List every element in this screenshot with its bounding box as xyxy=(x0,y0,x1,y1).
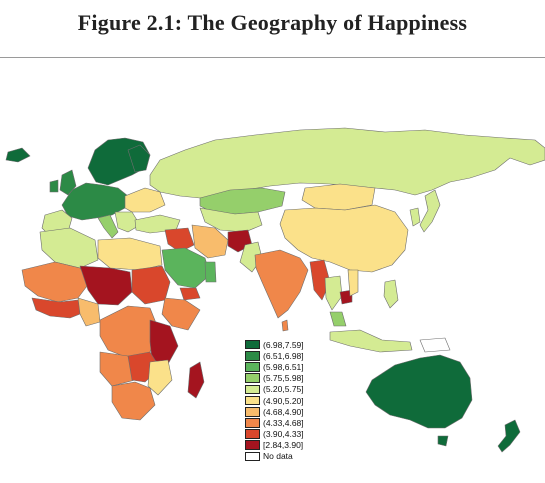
legend-item: (4.68,4.90] xyxy=(245,406,325,417)
legend-swatch xyxy=(245,429,260,439)
title-rule xyxy=(0,57,545,58)
region-finland xyxy=(127,144,151,173)
region-north-africa-east xyxy=(97,237,163,271)
region-indonesia xyxy=(329,329,413,353)
region-mongolia xyxy=(301,183,376,211)
region-west-africa-coast xyxy=(31,297,86,319)
region-horn-of-africa xyxy=(161,297,201,331)
region-india xyxy=(254,249,309,319)
legend-swatch xyxy=(245,362,260,372)
legend-item: (5.98,6.51] xyxy=(245,361,325,372)
legend-label: (6.98,7.59] xyxy=(263,339,304,350)
region-vietnam xyxy=(347,269,359,297)
legend-item: (5.20,5.75] xyxy=(245,384,325,395)
region-eastern-europe xyxy=(124,187,166,213)
region-yemen xyxy=(179,287,201,301)
legend-label: (5.20,5.75] xyxy=(263,384,304,395)
legend-label: No data xyxy=(263,451,293,462)
region-sahel-west xyxy=(21,261,91,303)
legend-swatch xyxy=(245,406,260,417)
region-china xyxy=(279,204,409,273)
region-iraq-syria xyxy=(164,227,195,253)
region-mozambique xyxy=(147,359,173,396)
region-uk xyxy=(59,169,77,196)
region-madagascar xyxy=(187,361,205,399)
region-balkans xyxy=(114,211,141,233)
region-italy xyxy=(97,214,119,239)
region-japan xyxy=(419,189,441,233)
legend-swatch xyxy=(245,373,260,383)
region-nigeria xyxy=(77,297,101,327)
legend-item: (3.90,4.33] xyxy=(245,429,325,440)
region-malaysia xyxy=(329,311,347,327)
region-australia xyxy=(365,354,473,429)
legend-item: (4.90,5.20] xyxy=(245,395,325,406)
map-legend: (6.98,7.59] (6.51,6.98] (5.98,6.51] (5.75,5… xyxy=(245,339,325,462)
region-car-drc xyxy=(99,305,159,359)
legend-label: (3.90,4.33] xyxy=(263,429,304,440)
region-southern-africa xyxy=(111,381,156,421)
region-iran xyxy=(191,224,229,259)
region-thailand xyxy=(324,275,343,311)
region-central-asia xyxy=(199,207,263,233)
region-iceland xyxy=(5,147,31,163)
legend-label: [2.84,3.90] xyxy=(263,440,304,451)
region-tasmania xyxy=(437,435,449,447)
world-choropleth-map xyxy=(5,127,545,453)
legend-swatch xyxy=(245,418,260,428)
region-sudan xyxy=(131,265,171,305)
legend-item: (6.98,7.59] xyxy=(245,339,325,350)
legend-label: (5.75,5.98] xyxy=(263,373,304,384)
legend-label: (6.51,6.98] xyxy=(263,350,304,361)
legend-item: (5.75,5.98] xyxy=(245,373,325,384)
legend-swatch xyxy=(245,395,260,406)
legend-item: (4.33,4.68] xyxy=(245,417,325,428)
legend-swatch xyxy=(245,339,260,350)
region-new-zealand xyxy=(497,419,521,453)
region-saudi-arabia xyxy=(161,247,211,289)
legend-item: No data xyxy=(245,451,325,462)
region-sri-lanka xyxy=(281,319,289,332)
region-angola xyxy=(99,351,136,387)
legend-swatch xyxy=(245,440,260,451)
legend-label: (4.90,5.20] xyxy=(263,395,304,406)
legend-swatch xyxy=(245,350,260,361)
legend-label: (4.68,4.90] xyxy=(263,406,304,417)
legend-item: [2.84,3.90] xyxy=(245,440,325,451)
legend-swatch xyxy=(245,384,260,395)
region-philippines xyxy=(383,279,399,309)
region-sahel-central xyxy=(79,265,133,306)
legend-swatch xyxy=(245,451,260,462)
figure-title: Figure 2.1: The Geography of Happiness xyxy=(77,10,468,35)
region-cambodia xyxy=(339,289,353,305)
legend-item: (6.51,6.98] xyxy=(245,350,325,361)
region-ireland xyxy=(49,179,59,193)
legend-label: (4.33,4.68] xyxy=(263,417,304,428)
region-oman-uae xyxy=(204,261,217,283)
region-png xyxy=(419,337,451,353)
region-korea xyxy=(409,207,421,227)
legend-label: (5.98,6.51] xyxy=(263,361,304,372)
region-north-africa-west xyxy=(39,227,99,269)
